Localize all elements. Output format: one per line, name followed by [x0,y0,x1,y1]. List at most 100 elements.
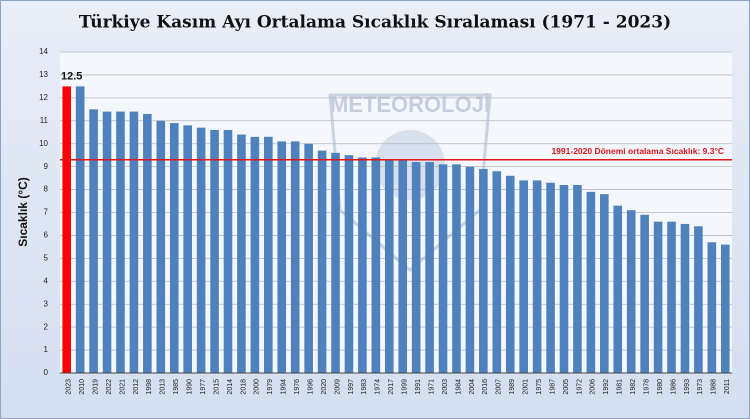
x-tick-label: 1984 [455,379,462,395]
bar [317,150,327,373]
bar [210,129,219,373]
y-tick-label: 7 [44,208,49,217]
x-tick-label: 1988 [711,379,718,395]
x-tick-label: 2012 [133,379,140,395]
x-tick-label: 1979 [267,379,274,395]
bar [371,157,381,373]
y-tick-label: 12 [39,93,48,102]
bar [492,171,502,373]
bar [143,113,152,374]
chart-title: Türkiye Kasım Ayı Ortalama Sıcaklık Sıra… [79,13,671,33]
x-tick-label: 1999 [402,379,409,395]
x-tick-label: 2015 [213,379,220,395]
x-tick-label: 1978 [643,379,650,395]
x-tick-label: 2014 [227,379,234,395]
bar [116,111,125,373]
value-label: 12.5 [61,70,82,82]
bar [680,223,690,373]
x-tick-label: 1994 [281,379,288,395]
reference-label: 1991-2020 Dönemi ortalama Sıcaklık: 9.3°… [551,146,724,156]
x-tick-label: 2017 [388,379,395,395]
bar [223,129,233,373]
x-tick-label: 1993 [684,379,691,395]
y-tick-label: 6 [44,231,49,240]
x-tick-label: 1975 [536,379,543,395]
bar [237,134,246,373]
bar [425,162,434,373]
x-tick-label: 2023 [66,379,73,395]
x-tick-label: 2003 [442,379,449,395]
bar [358,157,367,373]
bar [277,141,287,373]
bar [398,159,408,373]
x-tick-label: 2011 [724,379,731,394]
x-tick-label: 2021 [119,379,126,395]
bar [667,221,676,373]
bar [452,164,461,373]
bar [600,194,609,373]
y-tick-label: 5 [44,253,49,262]
bar [438,164,448,373]
x-tick-label: 2022 [106,379,113,395]
bar [384,159,394,373]
bar [129,111,139,373]
y-tick-label: 13 [39,70,48,79]
x-tick-label: 2004 [469,379,476,395]
x-tick-label: 1997 [348,379,355,395]
bar [573,184,582,373]
x-tick-label: 2006 [590,379,597,395]
bar [169,123,179,373]
bar [89,109,98,374]
bar [626,210,636,373]
bar [331,152,340,373]
bar [62,86,72,374]
x-tick-label: 1983 [361,379,368,395]
y-tick-label: 2 [44,322,49,331]
bar [546,182,555,373]
x-tick-label: 1972 [576,379,583,395]
bar [411,162,421,373]
bar [479,168,488,373]
bar [640,214,649,373]
bar [290,141,300,373]
bar [156,120,166,374]
x-tick-label: 1990 [187,379,194,395]
x-tick-label: 1992 [603,379,610,395]
x-tick-label: 2010 [79,379,86,395]
bar [505,175,515,373]
x-tick-label: 2019 [92,379,99,395]
x-tick-label: 2018 [240,379,247,395]
y-tick-label: 0 [44,368,49,377]
bar [707,242,717,373]
watermark-text: METEOROLOJİ [330,92,490,117]
y-tick-label: 14 [39,47,48,56]
x-tick-label: 1991 [415,379,422,395]
x-tick-label: 1976 [294,379,301,395]
bar [183,125,192,373]
bar [586,191,596,373]
y-tick-label: 3 [44,299,49,308]
y-tick-label: 8 [44,185,49,194]
y-tick-label: 9 [44,162,49,171]
x-tick-label: 1982 [630,379,637,395]
y-axis-label: Sıcaklık (°C) [16,177,30,247]
x-tick-label: 1977 [200,379,207,395]
x-tick-label: 2013 [160,379,167,395]
x-tick-label: 2007 [496,379,503,395]
x-tick-label: 2005 [563,379,570,395]
bar [250,136,260,373]
bar [613,205,623,373]
x-tick-label: 1989 [509,379,516,395]
bar [653,221,663,373]
y-tick-label: 10 [39,139,48,148]
x-tick-label: 1985 [173,379,180,395]
x-tick-label: 1971 [428,379,435,395]
bar [304,143,313,373]
y-tick-label: 11 [40,116,49,125]
bar [196,127,206,374]
x-tick-label: 1996 [307,379,314,395]
x-tick-label: 2016 [482,379,489,395]
bar [75,86,85,374]
y-tick-label: 4 [44,276,49,285]
